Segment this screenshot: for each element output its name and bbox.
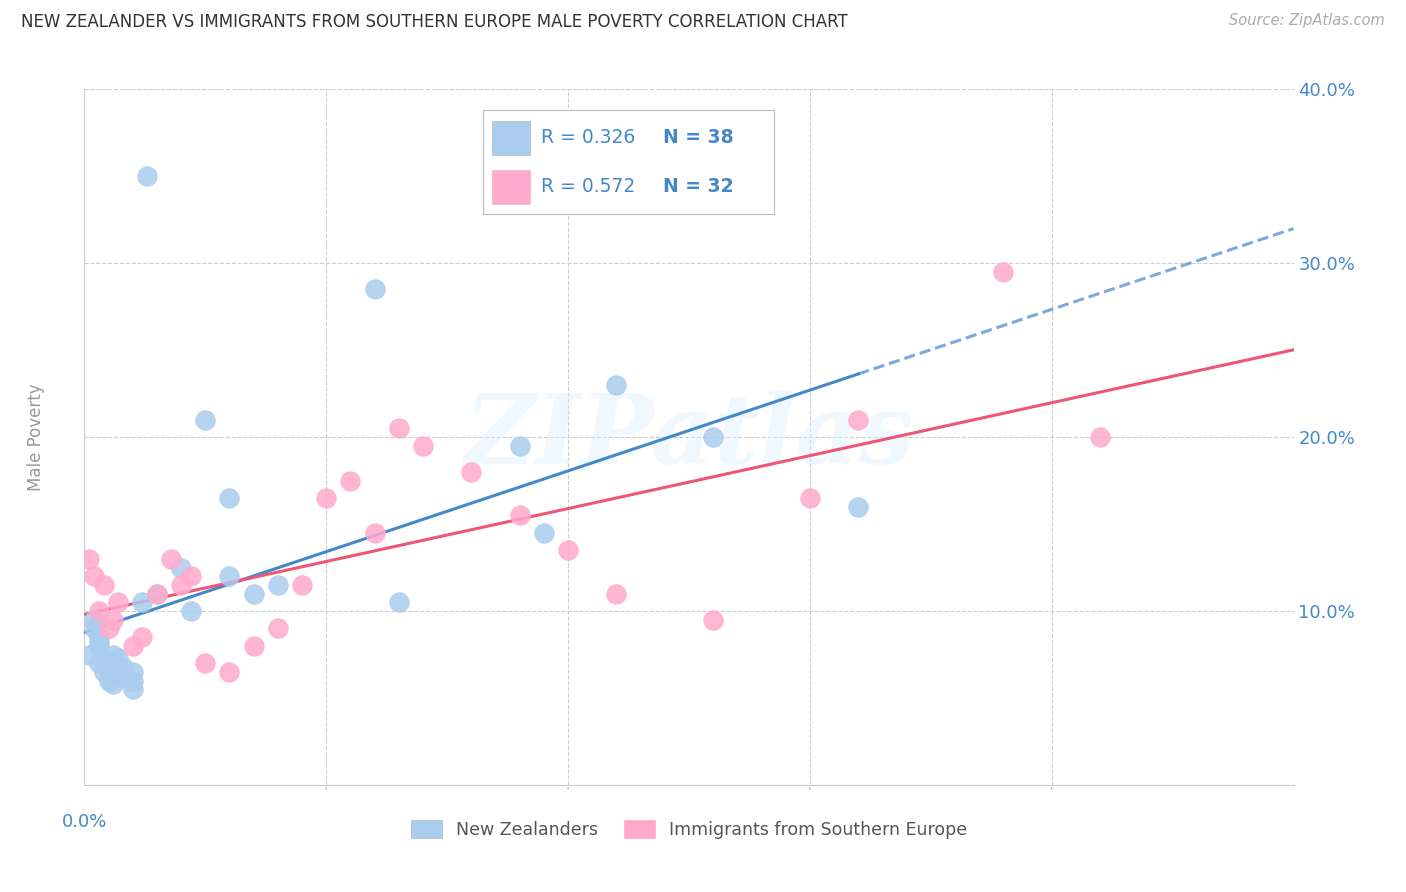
Point: [97, 673, 120, 688]
Point: [460, 465, 482, 479]
Point: [131, 630, 153, 644]
Point: [388, 421, 411, 435]
Point: [993, 265, 1015, 279]
Text: Source: ZipAtlas.com: Source: ZipAtlas.com: [1229, 13, 1385, 29]
Point: [87, 657, 110, 671]
Point: [242, 639, 264, 653]
Point: [702, 430, 724, 444]
Point: [170, 578, 193, 592]
Point: [107, 659, 129, 673]
Point: [87, 639, 110, 653]
Point: [160, 551, 183, 566]
Point: [194, 657, 217, 671]
Point: [799, 491, 821, 505]
Point: [83, 621, 105, 635]
Point: [112, 659, 135, 673]
Point: [103, 613, 125, 627]
Point: [97, 668, 120, 682]
Point: [242, 587, 264, 601]
Point: [702, 613, 724, 627]
Point: [194, 412, 217, 426]
Text: Male Poverty: Male Poverty: [27, 384, 45, 491]
Point: [363, 282, 385, 296]
Point: [846, 500, 869, 514]
Point: [170, 560, 193, 574]
Point: [846, 412, 869, 426]
Point: [103, 648, 125, 662]
Point: [93, 578, 115, 592]
Point: [93, 653, 115, 667]
Point: [103, 657, 125, 671]
Text: NEW ZEALANDER VS IMMIGRANTS FROM SOUTHERN EUROPE MALE POVERTY CORRELATION CHART: NEW ZEALANDER VS IMMIGRANTS FROM SOUTHER…: [21, 13, 848, 31]
Point: [1088, 430, 1111, 444]
Point: [87, 630, 110, 644]
Point: [388, 595, 411, 609]
Point: [131, 595, 153, 609]
Point: [93, 665, 115, 679]
Point: [146, 587, 169, 601]
Point: [363, 525, 385, 540]
Point: [605, 587, 627, 601]
Text: 0.0%: 0.0%: [62, 813, 107, 830]
Point: [218, 569, 240, 583]
Point: [97, 621, 120, 635]
Point: [83, 613, 105, 627]
Point: [605, 377, 627, 392]
Legend: New Zealanders, Immigrants from Southern Europe: New Zealanders, Immigrants from Southern…: [404, 814, 974, 846]
Point: [112, 670, 135, 684]
Point: [218, 491, 240, 505]
Point: [103, 677, 125, 691]
Point: [180, 604, 202, 618]
Point: [121, 665, 143, 679]
Text: ZIPatlas: ZIPatlas: [464, 390, 914, 484]
Point: [509, 439, 531, 453]
Point: [107, 595, 129, 609]
Point: [533, 525, 555, 540]
Point: [107, 651, 129, 665]
Point: [218, 665, 240, 679]
Point: [146, 587, 169, 601]
Point: [121, 639, 143, 653]
Point: [315, 491, 337, 505]
Point: [267, 621, 290, 635]
Point: [87, 635, 110, 649]
Point: [87, 604, 110, 618]
Point: [77, 648, 100, 662]
Point: [267, 578, 290, 592]
Point: [339, 474, 361, 488]
Point: [291, 578, 314, 592]
Point: [121, 682, 143, 697]
Point: [557, 543, 579, 558]
Point: [121, 673, 143, 688]
Point: [412, 439, 434, 453]
Point: [77, 551, 100, 566]
Point: [509, 508, 531, 523]
Point: [83, 569, 105, 583]
Point: [136, 169, 159, 184]
Point: [180, 569, 202, 583]
